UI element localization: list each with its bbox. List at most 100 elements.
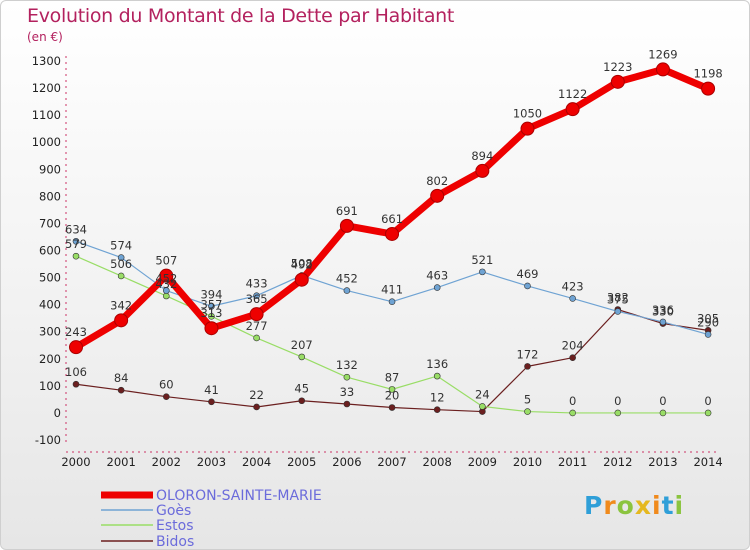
y-tick-label: 200	[39, 352, 61, 366]
y-tick-label: 400	[39, 298, 61, 312]
data-label: 0	[614, 394, 621, 408]
data-label: 132	[336, 358, 358, 372]
data-label: 106	[65, 365, 87, 379]
data-label: 41	[204, 383, 219, 397]
proxiti-logo: Proxiti	[584, 491, 685, 520]
legend-label: Bidos	[156, 534, 194, 549]
data-point	[569, 354, 576, 362]
data-point	[204, 321, 219, 336]
data-point	[249, 307, 264, 322]
data-point	[524, 363, 531, 370]
data-label: 87	[385, 370, 400, 384]
x-tick-label: 2011	[558, 455, 587, 469]
data-point	[701, 81, 716, 96]
data-label: 802	[426, 174, 448, 188]
y-tick-label: 1100	[32, 108, 61, 122]
data-label: 463	[426, 269, 448, 283]
data-label: 1269	[648, 47, 677, 61]
data-label: 375	[607, 292, 629, 306]
data-point	[704, 331, 712, 338]
data-point	[388, 386, 396, 393]
x-tick-label: 2005	[287, 455, 316, 469]
data-point	[208, 398, 215, 406]
data-point	[479, 403, 486, 410]
data-label: 452	[336, 272, 358, 286]
data-point	[117, 254, 125, 261]
data-point	[298, 353, 306, 361]
y-tick-label: 300	[39, 325, 61, 339]
data-point	[117, 272, 125, 280]
x-tick-label: 2012	[603, 455, 632, 469]
data-label: 894	[471, 149, 493, 163]
y-tick-label: 1300	[32, 54, 61, 68]
data-label: 1122	[558, 87, 587, 101]
data-label: 20	[385, 389, 400, 403]
data-label: 411	[381, 283, 403, 297]
data-label: 277	[246, 319, 268, 333]
data-label: 469	[517, 267, 539, 281]
data-point	[343, 373, 351, 381]
data-point	[114, 313, 129, 328]
data-label: 574	[110, 239, 132, 253]
y-tick-label: -100	[35, 433, 61, 447]
data-point	[433, 406, 441, 413]
data-point	[610, 74, 625, 89]
data-label: 12	[430, 391, 445, 405]
x-tick-label: 2001	[107, 455, 136, 469]
data-point	[163, 393, 170, 400]
data-point	[569, 409, 576, 417]
data-label: 691	[336, 204, 358, 218]
data-label: 330	[652, 305, 674, 319]
data-point	[524, 282, 531, 290]
data-label: 243	[65, 325, 87, 339]
data-point	[72, 237, 80, 245]
data-point	[163, 292, 170, 300]
y-tick-label: 700	[39, 216, 61, 230]
data-point	[614, 409, 622, 417]
data-point	[294, 272, 309, 287]
data-label: 84	[114, 371, 129, 385]
data-label: 60	[159, 378, 174, 392]
data-label: 365	[246, 292, 268, 306]
data-label: 1198	[693, 67, 722, 81]
data-point	[388, 404, 396, 411]
y-tick-label: 800	[39, 189, 61, 203]
data-point	[475, 163, 490, 178]
x-tick-label: 2004	[242, 455, 271, 469]
data-label: 0	[659, 394, 666, 408]
data-label: 507	[155, 254, 177, 268]
data-point	[655, 62, 670, 77]
data-label: 207	[291, 338, 313, 352]
data-label: 24	[475, 387, 490, 401]
data-label: 204	[562, 339, 584, 353]
data-point	[208, 302, 215, 310]
data-label: 394	[200, 287, 222, 301]
data-point	[298, 397, 306, 405]
x-tick-label: 2010	[513, 455, 542, 469]
x-tick-label: 2008	[423, 455, 452, 469]
data-point	[69, 340, 83, 355]
data-point	[253, 403, 260, 411]
data-label: 5	[524, 393, 531, 407]
data-point	[704, 409, 712, 417]
data-point	[253, 334, 260, 342]
data-point	[565, 102, 580, 117]
data-point	[659, 409, 667, 417]
legend-label: Estos	[156, 518, 194, 534]
data-point	[72, 252, 80, 260]
data-point	[520, 121, 535, 136]
data-point	[343, 400, 351, 408]
chart-title: Evolution du Montant de la Dette par Hab…	[27, 5, 455, 27]
data-label: 45	[294, 382, 309, 396]
data-label: 382	[607, 291, 629, 305]
data-point	[339, 218, 354, 233]
data-label: 579	[65, 237, 87, 251]
y-tick-label: 0	[54, 406, 61, 420]
data-point	[433, 284, 441, 291]
x-tick-label: 2000	[61, 455, 90, 469]
y-tick-label: 900	[39, 162, 61, 176]
data-point	[208, 312, 215, 320]
data-label: 661	[381, 212, 403, 226]
y-tick-label: 1200	[32, 81, 61, 95]
